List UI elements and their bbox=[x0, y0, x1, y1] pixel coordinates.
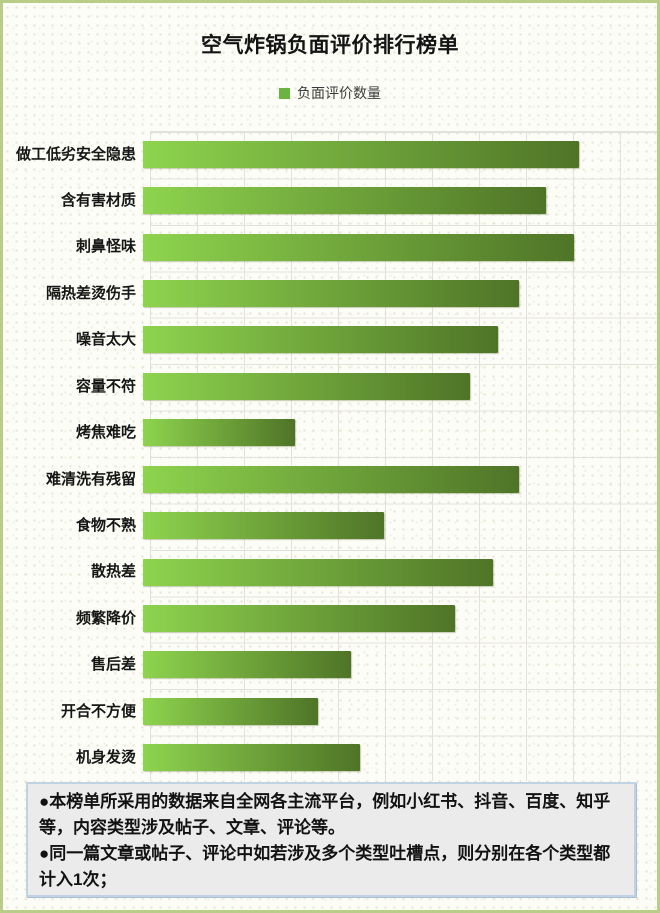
category-label: 刺鼻怪味 bbox=[75, 238, 136, 256]
bar-track bbox=[143, 177, 657, 223]
note-line: ●同一篇文章或帖子、评论中如若涉及多个类型吐槽点，则分别在各个类型都计入1次； bbox=[39, 844, 611, 889]
bar-chart: 做工低劣安全隐患 含有害材质 刺鼻怪味 隔热差烫伤手 噪音太大 bbox=[3, 131, 657, 781]
bar-track bbox=[143, 363, 657, 409]
category-label: 噪音太大 bbox=[75, 331, 136, 349]
category-label: 售后差 bbox=[90, 656, 136, 674]
bar bbox=[143, 419, 295, 447]
chart-legend: 负面评价数量 bbox=[3, 83, 657, 103]
bar bbox=[143, 558, 493, 586]
category-label: 容量不符 bbox=[75, 377, 136, 395]
chart-row: 食物不熟 bbox=[3, 502, 657, 548]
category-label: 散热差 bbox=[90, 563, 136, 581]
bar-track bbox=[143, 456, 657, 502]
bar bbox=[143, 187, 546, 215]
bar bbox=[143, 140, 579, 168]
chart-row: 噪音太大 bbox=[3, 317, 657, 363]
chart-row: 机身发烫 bbox=[3, 734, 657, 780]
bar-track bbox=[143, 410, 657, 456]
bar-track bbox=[143, 734, 657, 780]
category-label: 烤焦难吃 bbox=[75, 424, 136, 442]
bar bbox=[143, 465, 519, 493]
chart-row: 频繁降价 bbox=[3, 595, 657, 641]
chart-row: 隔热差烫伤手 bbox=[3, 270, 657, 316]
bar bbox=[143, 279, 519, 307]
note-line: ●本榜单所采用的数据来自全网各主流平台，例如小红书、抖音、百度、知乎等，内容类型… bbox=[39, 792, 611, 837]
category-label: 做工低劣安全隐患 bbox=[15, 145, 136, 163]
bar-track bbox=[143, 317, 657, 363]
category-label: 隔热差烫伤手 bbox=[45, 284, 136, 302]
bar-track bbox=[143, 224, 657, 270]
chart-title: 空气炸锅负面评价排行榜单 bbox=[201, 34, 459, 57]
bar-track bbox=[143, 131, 657, 177]
bar bbox=[143, 372, 470, 400]
notes-box: ●本榜单所采用的数据来自全网各主流平台，例如小红书、抖音、百度、知乎等，内容类型… bbox=[26, 782, 636, 897]
bar-track bbox=[143, 688, 657, 734]
legend-label: 负面评价数量 bbox=[297, 85, 381, 101]
chart-row: 难清洗有残留 bbox=[3, 456, 657, 502]
bar-track bbox=[143, 502, 657, 548]
bar bbox=[143, 651, 351, 679]
bar-track bbox=[143, 549, 657, 595]
category-label: 难清洗有残留 bbox=[45, 470, 136, 488]
chart-row: 售后差 bbox=[3, 642, 657, 688]
category-label: 含有害材质 bbox=[60, 192, 136, 209]
bar-track bbox=[143, 642, 657, 688]
category-label: 食物不熟 bbox=[75, 516, 136, 534]
bar bbox=[143, 697, 318, 725]
chart-rows: 做工低劣安全隐患 含有害材质 刺鼻怪味 隔热差烫伤手 噪音太大 bbox=[3, 131, 657, 781]
chart-row: 刺鼻怪味 bbox=[3, 224, 657, 270]
chart-row: 散热差 bbox=[3, 549, 657, 595]
bar bbox=[143, 233, 574, 261]
category-label: 开合不方便 bbox=[60, 702, 136, 720]
chart-row: 容量不符 bbox=[3, 363, 657, 409]
bar-track bbox=[143, 595, 657, 641]
bar-track bbox=[143, 270, 657, 316]
bar bbox=[143, 326, 498, 354]
legend-swatch-icon bbox=[279, 87, 290, 99]
bar bbox=[143, 604, 455, 632]
chart-row: 含有害材质 bbox=[3, 177, 657, 223]
bar bbox=[143, 512, 384, 540]
chart-row: 开合不方便 bbox=[3, 688, 657, 734]
bar bbox=[143, 744, 360, 772]
chart-row: 做工低劣安全隐患 bbox=[3, 131, 657, 177]
chart-row: 烤焦难吃 bbox=[3, 410, 657, 456]
category-label: 机身发烫 bbox=[75, 749, 136, 767]
category-label: 频繁降价 bbox=[75, 609, 136, 627]
